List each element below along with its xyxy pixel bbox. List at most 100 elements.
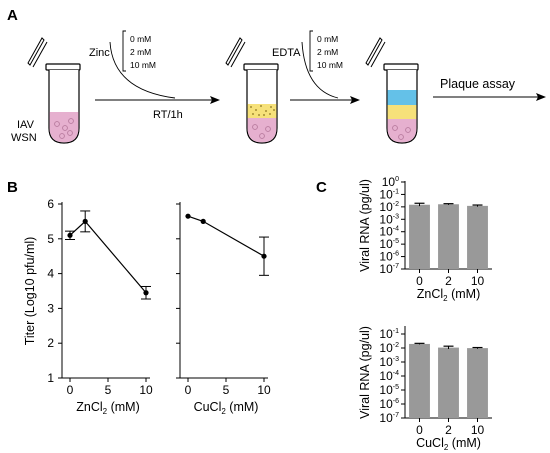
zncl2-rna-ytick-label: 10-1 [379,187,399,201]
tube-virus [27,37,81,144]
cucl2-rna-ytick-label: 10-1 [379,327,399,341]
zncl2-rna-ytick-label: 100 [382,175,399,189]
zncl2-titer-xlabel: ZnCl2 (mM) [76,400,139,416]
zncl2-rna-ytick-label: 10-4 [379,225,399,239]
zncl2-titer-point [143,290,149,296]
zinc-label: Zinc [89,47,110,59]
cucl2-rna-ytick-exponent: -4 [393,370,399,377]
panel-label-b: B [7,179,18,196]
zncl2-rna-ylabel: Viral RNA (pg/ul) [358,179,372,272]
tube-edta [365,37,419,144]
cucl2-rna-ylabel: Viral RNA (pg/ul) [358,326,372,419]
zncl2-titer-point [67,232,73,238]
cucl2-titer-point [261,253,267,259]
zncl2-rna-xtick-label: 0 [416,274,423,288]
zncl2-titer-xlabel-sub: 2 [103,407,108,416]
zncl2-rna-ytick-exponent: -4 [393,226,399,233]
zncl2-titer-ytick-label: 3 [47,301,54,315]
cucl2-rna-ytick-label: 10-7 [379,411,399,425]
zncl2-rna-ytick-base: 10 [379,200,393,214]
zncl2-rna-bar [438,204,459,269]
cucl2-rna-xtick-label: 0 [416,423,423,437]
cucl2-titer-xlabel-main: CuCl [194,400,222,414]
cucl2-rna-ytick-exponent: -5 [393,384,399,391]
zncl2-rna-ytick-label: 10-3 [379,212,399,226]
cucl2-rna-ytick-exponent: -3 [393,356,399,363]
plaque-assay-label: Plaque assay [440,77,516,91]
zncl2-rna-xtick-label: 2 [445,274,452,288]
zncl2-titer-ytick-label: 2 [47,336,54,350]
panel-label-c: C [316,179,327,196]
zinc-curve [109,41,176,99]
zinc-dose-0: 0 mM [130,34,151,44]
zncl2-titer-xlabel-unit: (mM) [107,400,140,414]
zncl2-rna-ytick-exponent: -3 [393,213,399,220]
edta-layer [387,90,417,105]
zncl2-rna-xlabel-unit: (mM) [448,287,481,301]
cucl2-rna-xlabel: CuCl2 (mM) [416,436,481,452]
zncl2-titer-xlabel-main: ZnCl [76,400,102,414]
zncl2-rna-ytick-exponent: -5 [393,238,399,245]
zncl2-rna-ytick-base: 10 [379,225,393,239]
cucl2-titer-xlabel-sub: 2 [221,407,226,416]
zncl2-titer-ylabel: Titer (Log10 pfu/ml) [23,237,37,346]
cucl2-rna-xlabel-main: CuCl [416,436,444,450]
edta-label: EDTA [272,47,301,59]
cucl2-rna-ytick-base: 10 [379,383,393,397]
cucl2-rna-ytick-base: 10 [379,327,393,341]
cucl2-rna-bar [467,348,488,418]
virus-label-iav: IAV [17,119,35,131]
cucl2-rna-xlabel-unit: (mM) [448,436,481,450]
cucl2-titer-xtick-label: 10 [257,383,271,397]
edta-bracket [309,30,313,72]
cucl2-rna-ytick-exponent: -6 [393,398,399,405]
zncl2-rna-ytick-label: 10-5 [379,237,399,251]
zncl2-rna-ytick-exponent: -1 [393,188,399,195]
cucl2-rna-ytick-label: 10-4 [379,369,399,383]
cucl2-rna-ytick-base: 10 [379,341,393,355]
cucl2-titer-xtick-label: 0 [185,383,192,397]
edta-dose-2: 2 mM [317,47,338,57]
cucl2-titer-point [200,218,206,224]
cucl2-rna-ytick-label: 10-2 [379,341,399,355]
zncl2-rna-ytick-label: 10-7 [379,262,399,276]
zinc-dose-10: 10 mM [130,60,156,70]
zinc-dose-2: 2 mM [130,47,151,57]
cucl2-titer-xlabel-unit: (mM) [226,400,259,414]
zinc-layer [247,104,277,118]
tube-zinc [225,37,279,144]
edta-dose-0: 0 mM [317,34,338,44]
cucl2-titer-xlabel: CuCl2 (mM) [194,400,259,416]
zncl2-titer-xtick-label: 5 [105,383,112,397]
zncl2-titer-point [82,218,88,224]
zncl2-rna-ytick-exponent: -2 [393,201,399,208]
zncl2-titer-ytick-label: 6 [47,197,54,211]
zncl2-rna-ytick-exponent: 0 [395,176,399,183]
chart-cucl2-titer: 0 5 10 CuCl2 (mM) [176,202,271,416]
zncl2-rna-ytick-base: 10 [382,175,396,189]
cucl2-rna-bar [438,347,459,418]
zncl2-rna-xlabel-main: ZnCl [417,287,443,301]
virus-label-wsn: WSN [11,132,37,144]
cucl2-rna-xlabel-sub: 2 [444,443,449,452]
zinc-bracket [122,30,126,72]
incubation-label: RT/1h [153,109,183,121]
cucl2-rna-ytick-label: 10-3 [379,355,399,369]
cucl2-rna-ytick-exponent: -1 [393,328,399,335]
zncl2-rna-ytick-base: 10 [379,237,393,251]
zncl2-rna-xlabel: ZnCl2 (mM) [417,287,480,303]
cucl2-titer-series-line [187,215,265,257]
zncl2-rna-ytick-base: 10 [379,187,393,201]
zncl2-rna-xtick-label: 10 [471,274,485,288]
zncl2-rna-ytick-exponent: -7 [393,263,399,270]
zncl2-rna-xlabel-sub: 2 [443,294,448,303]
cucl2-rna-ytick-base: 10 [379,369,393,383]
cucl2-titer-point [185,213,191,219]
zncl2-rna-ytick-exponent: -6 [393,251,399,258]
zncl2-rna-ytick-base: 10 [379,262,393,276]
zncl2-rna-bar [467,205,488,269]
zncl2-titer-ytick-label: 1 [47,371,54,385]
